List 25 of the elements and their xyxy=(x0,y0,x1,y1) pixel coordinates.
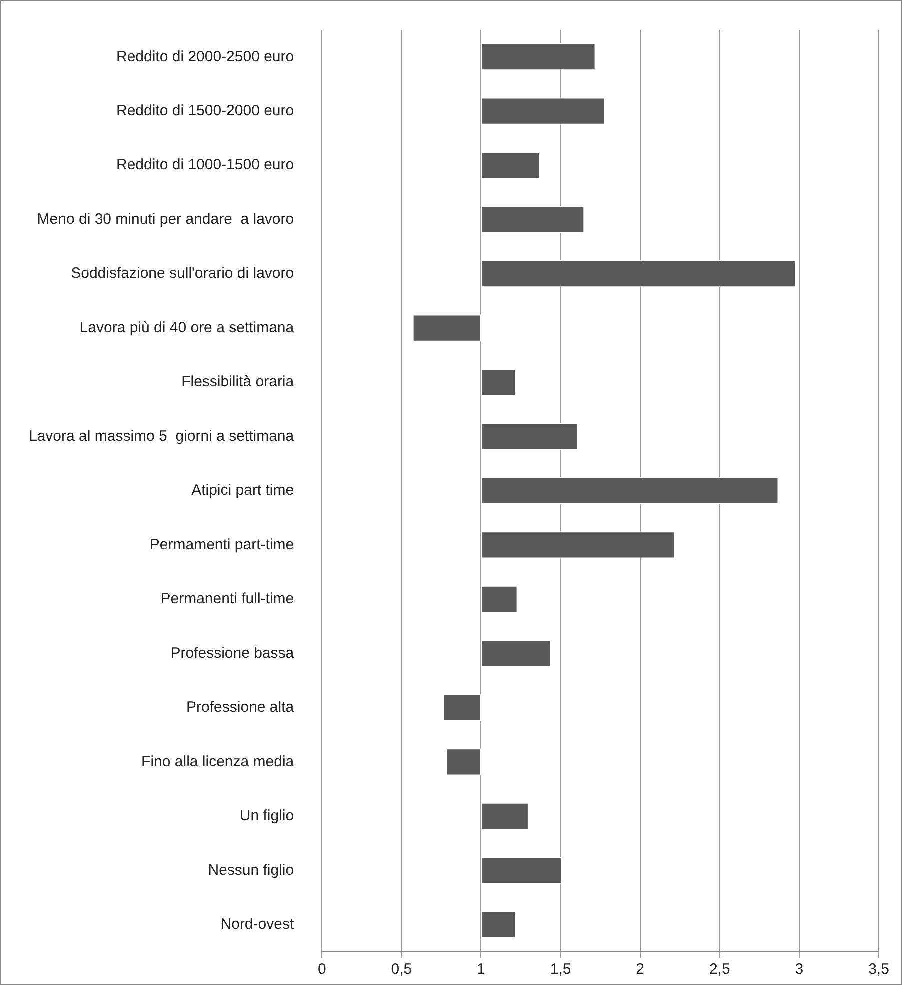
y-tick-label: Soddisfazione sull'orario di lavoro xyxy=(71,265,294,282)
y-tick-label: Lavora più di 40 ore a settimana xyxy=(80,319,295,336)
y-tick-label: Permamenti part-time xyxy=(150,536,294,554)
x-tick-label: 0,5 xyxy=(391,961,412,978)
x-tick-label: 1 xyxy=(477,961,486,978)
y-tick-label: Flessibilità oraria xyxy=(182,374,295,391)
x-tick-label: 3 xyxy=(795,961,804,978)
y-tick-label: Un figlio xyxy=(240,808,294,825)
x-tick-label: 2,5 xyxy=(709,961,730,978)
x-tick-label: 3,5 xyxy=(868,961,890,978)
y-tick-label: Professione bassa xyxy=(170,644,295,662)
y-tick-label: Professione alta xyxy=(186,699,295,716)
y-tick-label: Nessun figlio xyxy=(208,862,294,879)
y-tick-label: Reddito di 1000-1500 euro xyxy=(116,156,294,174)
y-tick-label: Reddito di 1500-2000 euro xyxy=(116,102,294,120)
x-tick-label: 1,5 xyxy=(550,961,572,978)
y-tick-label: Reddito di 2000-2500 euro xyxy=(116,48,294,66)
y-tick-label: Permanenti full-time xyxy=(160,590,294,608)
y-tick-label: Atipici part time xyxy=(192,482,294,500)
x-tick-label: 2 xyxy=(636,961,645,978)
x-tick-label: 0 xyxy=(318,961,326,978)
y-tick-label: Lavora al massimo 5 giorni a settimana xyxy=(28,428,295,445)
y-tick-label: Nord-ovest xyxy=(220,916,295,934)
y-tick-label: Fino alla licenza media xyxy=(142,753,295,770)
y-tick-label: Meno di 30 minuti per andare a lavoro xyxy=(37,210,294,228)
